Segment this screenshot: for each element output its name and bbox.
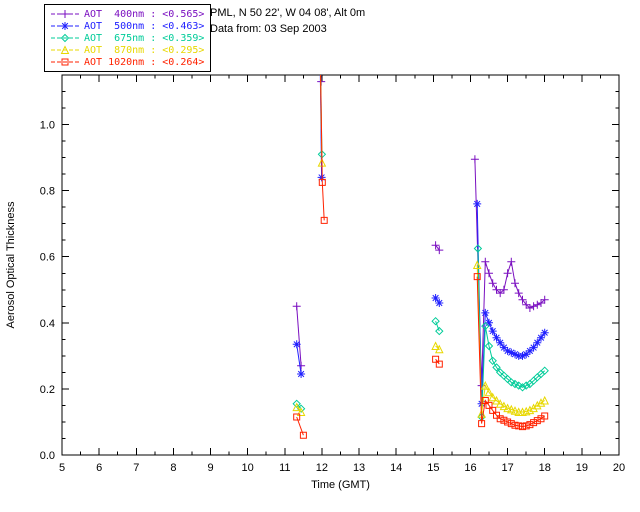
- svg-text:11: 11: [279, 462, 290, 474]
- legend-entry-500nm: AOT 500nm : <0.463>: [51, 20, 204, 32]
- legend-box: AOT 400nm : <0.565> AOT 500nm : <0.463> …: [44, 4, 212, 72]
- legend-entry-675nm: AOT 675nm : <0.359>: [51, 32, 204, 44]
- svg-text:18: 18: [539, 462, 551, 474]
- legend-entry-870nm: AOT 870nm : <0.295>: [51, 44, 204, 56]
- legend-swatch-500nm: [51, 21, 79, 31]
- svg-text:20: 20: [613, 462, 625, 474]
- svg-text:0.2: 0.2: [40, 384, 55, 396]
- svg-text:0.6: 0.6: [40, 252, 55, 264]
- legend-label-870nm: AOT 870nm : <0.295>: [84, 44, 205, 56]
- svg-text:0.4: 0.4: [40, 318, 55, 330]
- svg-text:15: 15: [427, 462, 439, 474]
- svg-text:12: 12: [316, 462, 328, 474]
- legend-swatch-1020nm: [51, 57, 79, 67]
- svg-text:10: 10: [242, 462, 254, 474]
- site-line: PML, N 50 22', W 04 08', Alt 0m: [210, 7, 366, 19]
- svg-text:13: 13: [353, 462, 365, 474]
- legend-entry-1020nm: AOT 1020nm : <0.264>: [51, 56, 204, 68]
- svg-text:9: 9: [207, 462, 213, 474]
- legend-label-675nm: AOT 675nm : <0.359>: [84, 32, 205, 44]
- svg-text:5: 5: [59, 462, 65, 474]
- svg-text:7: 7: [133, 462, 139, 474]
- date-line: Data from: 03 Sep 2003: [210, 23, 327, 35]
- svg-text:14: 14: [390, 462, 402, 474]
- station-info: PML, N 50 22', W 04 08', Alt 0m Data fro…: [210, 5, 365, 37]
- svg-text:19: 19: [576, 462, 588, 474]
- svg-text:0.0: 0.0: [40, 450, 55, 462]
- svg-text:Time (GMT): Time (GMT): [311, 479, 370, 491]
- legend-swatch-870nm: [51, 45, 79, 55]
- legend-label-500nm: AOT 500nm : <0.463>: [84, 20, 205, 32]
- svg-text:0.8: 0.8: [40, 186, 55, 198]
- svg-text:6: 6: [96, 462, 102, 474]
- legend-label-1020nm: AOT 1020nm : <0.264>: [84, 56, 205, 68]
- legend-swatch-400nm: [51, 9, 79, 19]
- legend-label-400nm: AOT 400nm : <0.565>: [84, 8, 205, 20]
- svg-text:16: 16: [464, 462, 476, 474]
- svg-text:8: 8: [170, 462, 176, 474]
- svg-text:Aerosol Optical Thickness: Aerosol Optical Thickness: [5, 201, 17, 328]
- legend-swatch-675nm: [51, 33, 79, 43]
- svg-text:17: 17: [501, 462, 513, 474]
- legend-entry-400nm: AOT 400nm : <0.565>: [51, 8, 204, 20]
- svg-text:1.0: 1.0: [40, 120, 55, 132]
